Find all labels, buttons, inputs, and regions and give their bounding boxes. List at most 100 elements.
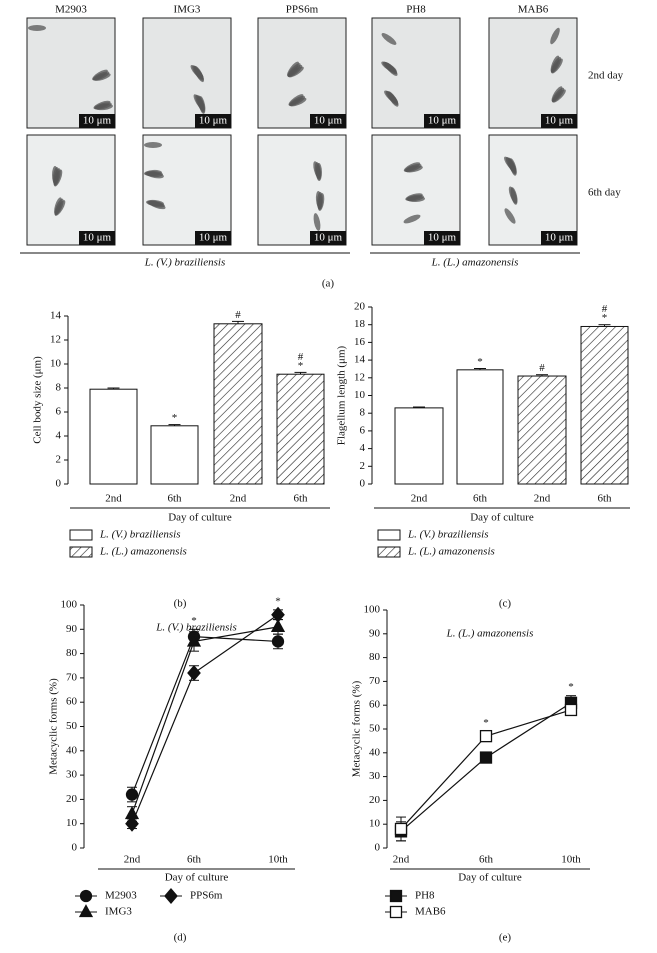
significance-marker: * — [172, 412, 178, 424]
significance-marker: # — [235, 309, 241, 321]
scale-bar-label: 10 μm — [199, 115, 228, 127]
x-tick-label: 2nd — [411, 493, 428, 505]
micrograph — [142, 17, 232, 129]
y-tick-label: 14 — [354, 354, 366, 366]
group-label: L. (L.) amazonensis — [431, 257, 519, 269]
x-tick-label: 2nd — [105, 493, 122, 505]
bar — [213, 323, 263, 485]
y-tick-label: 60 — [369, 699, 381, 711]
significance-marker: * — [568, 681, 574, 693]
y-axis-title: Cell body size (μm) — [32, 356, 44, 444]
y-tick-label: 80 — [369, 651, 381, 663]
legend-label: PPS6m — [190, 890, 223, 902]
y-tick-label: 50 — [66, 720, 78, 732]
cell-shape — [381, 33, 397, 45]
y-tick-label: 70 — [66, 671, 78, 683]
y-tick-label: 10 — [50, 358, 62, 370]
significance-marker: # — [602, 303, 608, 315]
legend-label: L. (V.) braziliensis — [407, 529, 488, 541]
bar — [89, 388, 138, 485]
panel-label: (c) — [499, 598, 512, 610]
scale-bar-bg — [424, 114, 460, 128]
data-point — [271, 606, 285, 623]
data-point — [125, 788, 139, 801]
cell-shape — [508, 186, 518, 204]
cell-shape — [504, 208, 516, 224]
scale-bar-label: 10 μm — [83, 115, 112, 127]
y-tick-label: 2 — [360, 460, 366, 472]
strain-label: IMG3 — [174, 4, 201, 16]
y-tick-label: 90 — [66, 623, 78, 635]
bar — [276, 373, 325, 485]
y-axis-title: Metacyclic forms (%) — [48, 678, 60, 775]
y-tick-label: 40 — [66, 744, 78, 756]
cell-shape — [28, 25, 46, 31]
data-point — [564, 703, 578, 717]
significance-marker: * — [275, 595, 281, 607]
x-tick-label: 2nd — [534, 493, 551, 505]
x-tick-label: 2nd — [124, 854, 141, 866]
significance-marker: * — [477, 356, 483, 368]
y-tick-label: 80 — [66, 647, 78, 659]
cell-shape — [190, 65, 204, 79]
y-tick-label: 4 — [56, 430, 62, 442]
scale-bar-bg — [79, 231, 115, 245]
legend-symbol — [389, 889, 403, 903]
cell-shape — [54, 197, 62, 215]
y-tick-label: 100 — [61, 599, 78, 611]
cell-shape — [92, 69, 108, 81]
micrograph — [257, 134, 347, 246]
legend-symbol — [79, 889, 93, 903]
significance-marker: * — [602, 312, 608, 324]
day-label: 2nd day — [588, 70, 624, 82]
cell-shape — [93, 100, 111, 110]
x-axis-title: Day of culture — [470, 512, 534, 524]
y-tick-label: 20 — [66, 793, 78, 805]
y-tick-label: 30 — [369, 770, 381, 782]
panel-label: (d) — [174, 932, 187, 944]
y-tick-label: 8 — [56, 382, 62, 394]
data-point — [270, 619, 286, 633]
data-point — [186, 633, 202, 647]
panel-label: (b) — [174, 598, 187, 610]
strain-label: M2903 — [55, 4, 87, 16]
scale-bar-label: 10 μm — [83, 232, 112, 244]
data-point — [125, 815, 139, 832]
y-axis-title: Metacyclic forms (%) — [351, 680, 363, 777]
data-point — [271, 635, 285, 648]
y-tick-label: 8 — [360, 407, 366, 419]
scale-bar-label: 10 μm — [199, 232, 228, 244]
y-tick-label: 50 — [369, 723, 381, 735]
legend-label: IMG3 — [105, 906, 132, 918]
x-tick-label: 2nd — [230, 493, 247, 505]
legend-symbol — [389, 905, 403, 919]
micrograph — [488, 17, 578, 129]
legend-symbol — [164, 888, 178, 904]
cell-shape — [146, 199, 164, 207]
legend-swatch — [69, 546, 93, 558]
cell-shape — [287, 61, 299, 77]
y-tick-label: 0 — [72, 842, 78, 854]
x-tick-label: 6th — [479, 854, 494, 866]
y-tick-label: 100 — [364, 604, 381, 616]
data-point — [394, 822, 408, 836]
y-tick-label: 20 — [354, 301, 366, 313]
x-tick-label: 6th — [167, 493, 182, 505]
scale-bar-label: 10 μm — [314, 115, 343, 127]
y-tick-label: 6 — [360, 424, 366, 436]
cell-shape — [403, 214, 421, 224]
significance-marker: * — [191, 615, 197, 627]
significance-marker: * — [483, 717, 489, 729]
legend-label: L. (L.) amazonensis — [99, 546, 187, 558]
micrograph — [142, 134, 232, 246]
chart-title: L. (L.) amazonensis — [446, 628, 534, 640]
y-tick-label: 20 — [369, 794, 381, 806]
scale-bar-bg — [541, 231, 577, 245]
series-line — [131, 614, 279, 824]
x-tick-label: 10th — [268, 854, 288, 866]
x-tick-label: 6th — [293, 493, 308, 505]
y-axis-title: Flagellum length (μm) — [336, 345, 348, 445]
y-tick-label: 16 — [354, 336, 366, 348]
